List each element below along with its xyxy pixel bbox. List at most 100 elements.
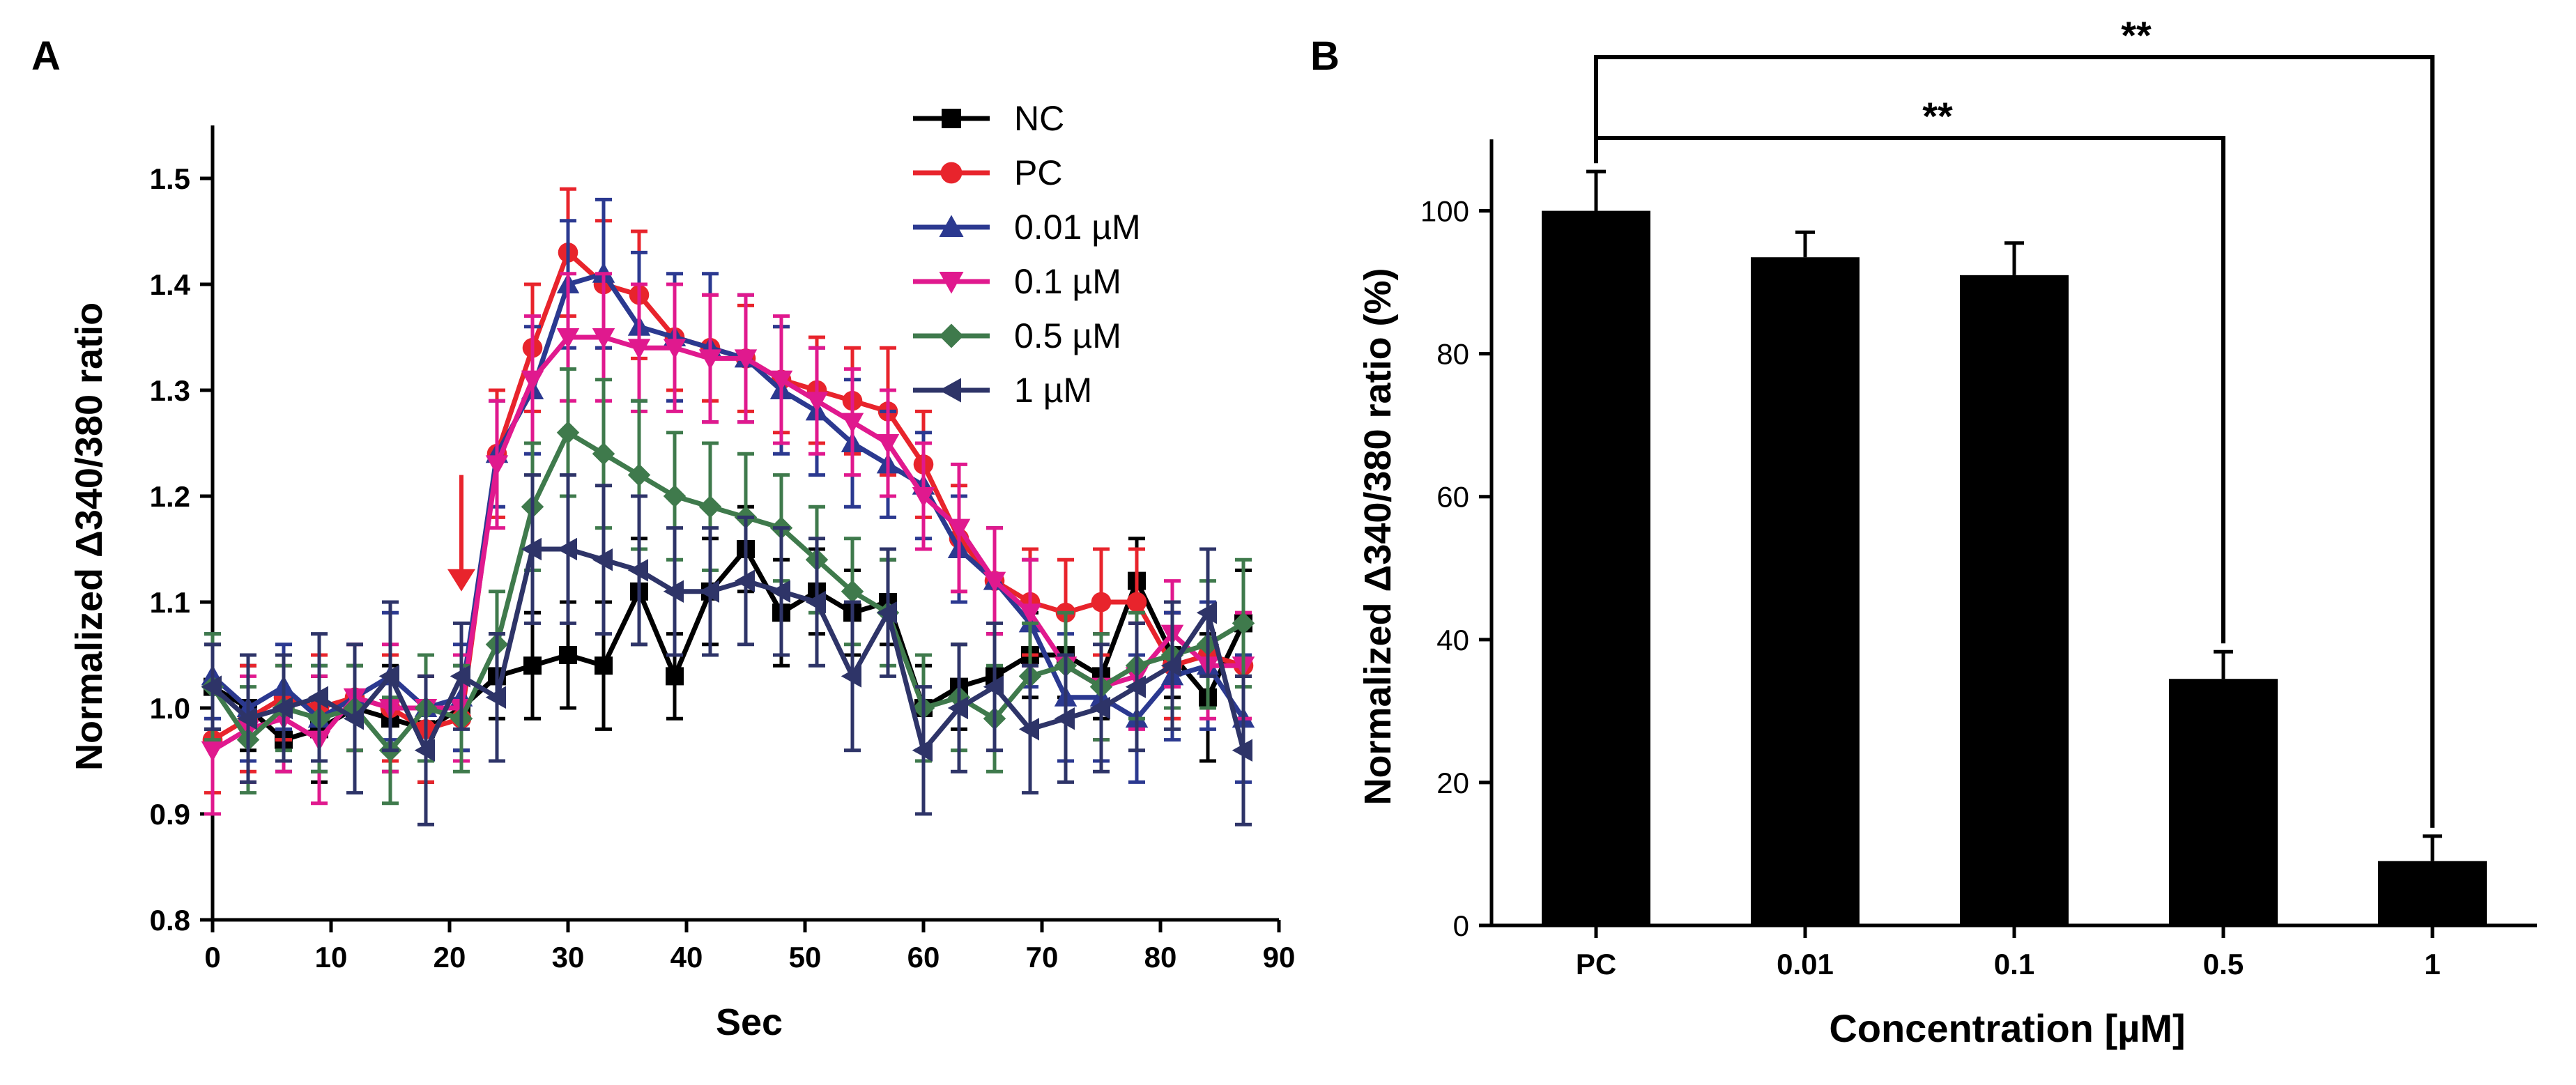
data-point	[841, 413, 864, 433]
data-point	[663, 484, 687, 508]
chart-b-y-tick-label: 80	[1436, 338, 1469, 371]
data-point	[1160, 654, 1181, 677]
data-point	[485, 455, 509, 476]
legend-entry: 1 µM	[1014, 371, 1092, 410]
bracket-line	[1594, 136, 2225, 644]
data-point	[1089, 696, 1110, 720]
data-point	[1125, 675, 1146, 698]
data-point	[805, 590, 826, 614]
panel-b-label: B	[1310, 33, 1340, 79]
chart-b-category-label: 0.1	[1994, 948, 2034, 980]
legend-entry: 0.01 µM	[1014, 208, 1141, 247]
data-point	[1018, 603, 1042, 624]
chart-b-category-label: PC	[1576, 948, 1616, 980]
data-point	[523, 656, 542, 675]
chart-b-y-tick-label: 20	[1436, 767, 1469, 799]
data-point	[627, 559, 648, 582]
chart-b-y-tick-label: 100	[1420, 195, 1469, 228]
chart-a-x-tick-label: 70	[1026, 941, 1059, 974]
data-point	[307, 686, 328, 709]
data-point	[378, 665, 399, 688]
data-point	[876, 434, 900, 455]
data-point	[592, 328, 615, 349]
data-point	[912, 739, 933, 762]
chart-a-x-tick-label: 50	[789, 941, 822, 974]
panel-a-label: A	[31, 33, 61, 79]
chart-a-y-tick-label: 1.4	[150, 268, 191, 301]
data-point	[841, 580, 864, 603]
data-point	[1126, 592, 1147, 613]
data-point	[556, 421, 580, 445]
legend-entry: 0.5 µM	[1014, 316, 1121, 355]
chart-a-y-tick-label: 1.5	[150, 162, 190, 195]
chart-b-category-label: 0.01	[1777, 948, 1834, 980]
bar-0.1	[1960, 275, 2069, 925]
data-point	[343, 707, 364, 730]
chart-a-x-tick-label: 80	[1144, 941, 1177, 974]
chart-b-x-axis-label: Concentration [µM]	[1829, 1006, 2185, 1050]
chart-a-y-axis-label: Normalized Δ340/380 ratio	[68, 302, 110, 771]
data-point	[1232, 739, 1252, 762]
chart-a-x-tick-label: 40	[670, 941, 703, 974]
data-point	[556, 328, 580, 349]
chart-a-y-tick-label: 1.3	[150, 374, 190, 407]
series-5	[201, 473, 1252, 826]
chart-b-category-label: 0.5	[2203, 948, 2244, 980]
data-point	[769, 580, 790, 603]
chart-a-y-tick-label: 0.9	[150, 798, 190, 831]
data-point	[947, 696, 968, 720]
data-point	[559, 646, 577, 664]
data-point	[805, 392, 829, 413]
data-point	[983, 571, 1006, 592]
bar-0.5	[2169, 679, 2278, 925]
data-point	[1232, 612, 1255, 635]
chart-a-y-tick-label: 0.8	[150, 904, 190, 937]
legend-marker	[942, 109, 961, 128]
chart-a-y-tick-label: 1.1	[150, 586, 190, 619]
significance-label: **	[2121, 13, 2152, 57]
data-point	[592, 442, 615, 465]
bar-0.01	[1751, 257, 1860, 925]
significance-bracket: **	[1594, 94, 2225, 644]
chart-a-x-tick-label: 20	[434, 941, 466, 974]
chart-a-x-tick-label: 60	[907, 941, 940, 974]
chart-a-x-tick-label: 90	[1263, 941, 1296, 974]
data-point	[734, 349, 758, 370]
chart-b-bar: Normalized Δ340/380 ratio (%) Concentrat…	[1357, 13, 2537, 1050]
data-point	[414, 739, 435, 762]
data-point	[627, 339, 651, 360]
chart-a-line: Normalized Δ340/380 ratio Sec 0.8 0.9 1.0 1…	[68, 99, 1295, 1043]
legend-entry: NC	[1014, 99, 1064, 138]
bar-PC	[1542, 210, 1650, 926]
chart-a-x-tick-label: 10	[315, 941, 348, 974]
data-point	[1091, 592, 1112, 613]
chart-a-legend: NC PC 0.01 µM 0.1 µM 0.5 µM 1 µM	[913, 99, 1141, 410]
legend-marker	[939, 323, 964, 348]
data-point	[983, 675, 1004, 698]
legend-entry: 0.1 µM	[1014, 262, 1121, 301]
data-point	[485, 686, 506, 709]
bar-1	[2378, 861, 2487, 925]
significance-label: **	[1922, 94, 1953, 138]
data-point	[201, 675, 222, 698]
legend-marker	[939, 272, 964, 294]
chart-a-x-tick-label: 0	[204, 941, 220, 974]
data-point	[521, 370, 544, 392]
data-point	[912, 487, 935, 508]
chart-b-y-tick-label: 40	[1436, 624, 1469, 656]
data-point	[272, 696, 293, 720]
data-point	[521, 537, 542, 561]
data-point	[450, 665, 470, 688]
significance-bracket: **	[1594, 13, 2435, 828]
chart-b-y-tick-label: 60	[1436, 481, 1469, 514]
data-point	[1054, 707, 1075, 730]
data-point	[698, 495, 722, 518]
data-point	[236, 707, 257, 730]
data-point	[627, 463, 651, 486]
data-point	[698, 580, 719, 603]
chart-a-y-tick-label: 1.0	[150, 692, 190, 725]
data-point	[734, 569, 755, 592]
chart-b-y-tick-label: 0	[1453, 909, 1469, 942]
stimulus-arrow-head	[447, 569, 475, 592]
